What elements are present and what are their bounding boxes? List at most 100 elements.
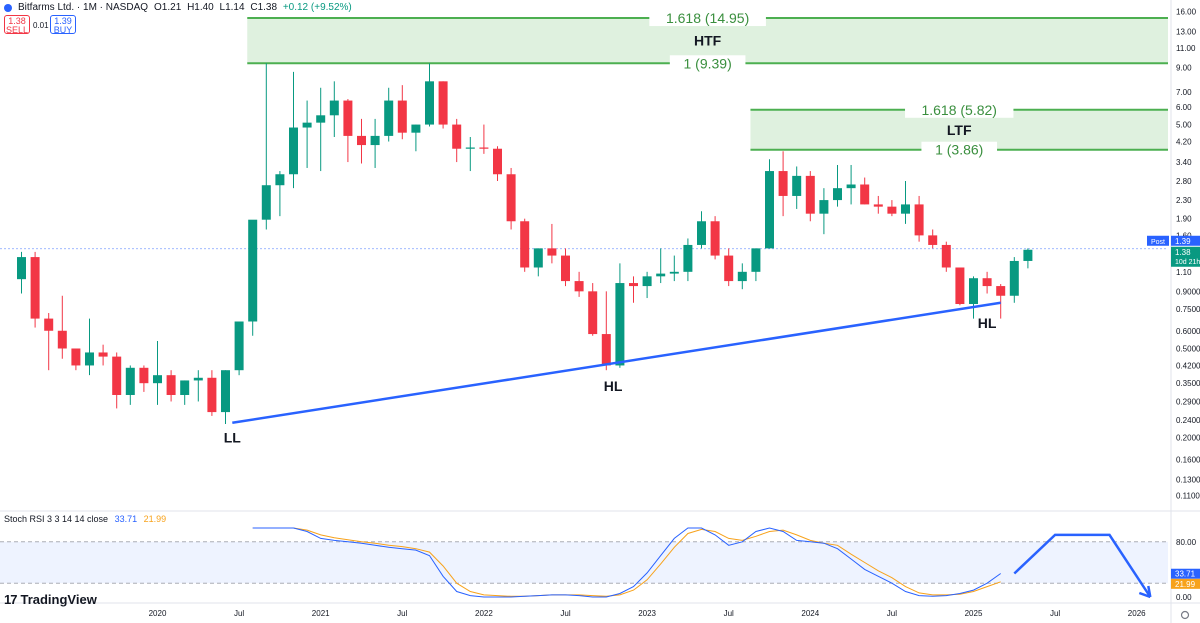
- candle-body-down: [887, 206, 897, 214]
- time-tick-label: Jul: [560, 609, 570, 618]
- swing-label: HL: [604, 378, 623, 394]
- buy-button[interactable]: 1.39 BUY: [50, 15, 76, 35]
- candle-body-down: [438, 81, 448, 125]
- candle-body-down: [506, 174, 516, 222]
- price-tick-label: 2.80: [1176, 177, 1192, 186]
- price-tick-label: 0.2000: [1176, 434, 1200, 443]
- price-tick-label: 0.1300: [1176, 475, 1200, 484]
- price-tick-label: 0.5000: [1176, 344, 1200, 353]
- swing-label: HL: [978, 315, 997, 331]
- settings-gear-icon[interactable]: [1180, 610, 1190, 620]
- price-axis: 16.00 13.00 11.00 9.00 7.00 6.00 5.00 4.20 3.40 2…: [1147, 7, 1200, 602]
- candle-body-down: [479, 147, 489, 149]
- candle-body-down: [629, 283, 638, 287]
- candle-body-down: [724, 255, 734, 282]
- price-tick-label: 0.4200: [1176, 361, 1200, 370]
- candle-body-up: [248, 219, 258, 322]
- post-tag-label: Post: [1151, 239, 1165, 246]
- stoch-rsi-forecast-arrowhead: [1138, 585, 1152, 599]
- stoch-rsi-forecast-path: [1013, 533, 1152, 598]
- price-tick-label: 7.00: [1176, 88, 1192, 97]
- current-price-label: 1.38: [1175, 248, 1191, 257]
- price-tick-label: 0.1600: [1176, 455, 1200, 464]
- candle-body-up: [370, 135, 380, 146]
- candle-body-up: [316, 115, 326, 123]
- candle-countdown-label: 10d 21h: [1175, 259, 1200, 266]
- price-tick-label: 13.00: [1176, 28, 1197, 37]
- sell-label: SELL: [5, 25, 29, 35]
- post-price-label: 1.39: [1175, 237, 1191, 246]
- symbol-logo-icon: [4, 3, 12, 12]
- candle-body-down: [57, 330, 67, 349]
- candle-body-up: [683, 244, 693, 272]
- support-trendline: [232, 301, 1001, 424]
- candle-body-up: [737, 271, 747, 282]
- candle-body-up: [234, 321, 244, 371]
- stoch-rsi-tick-label: 0.00: [1176, 593, 1192, 602]
- candle-body-down: [955, 267, 965, 305]
- stoch-rsi-k-value: 33.71: [114, 514, 138, 524]
- price-tick-label: 6.00: [1176, 103, 1192, 112]
- htf-level-label-bg: [669, 55, 746, 72]
- candle-body-up: [751, 248, 761, 272]
- ltf-level-label: 1.618 (5.82): [921, 102, 997, 118]
- stoch-rsi-d-value: 21.99: [143, 514, 167, 524]
- stoch-rsi-k-tag: [1171, 568, 1200, 579]
- candle-body-down: [44, 318, 54, 331]
- price-tick-label: 1.10: [1176, 268, 1192, 277]
- htf-level-label: 1 (9.39): [684, 55, 732, 71]
- stoch-rsi-d-line: [252, 527, 1001, 597]
- candle-body-down: [166, 375, 176, 395]
- time-tick-label: Jul: [887, 609, 897, 618]
- candle-body-up: [765, 171, 774, 249]
- candle-body-up: [819, 200, 829, 214]
- ohlc-low: L1.14: [219, 2, 245, 13]
- candle-body-down: [941, 244, 951, 268]
- candle-body-down: [982, 278, 992, 287]
- candle-body-down: [98, 352, 108, 357]
- ltf-zone-label: LTF: [947, 122, 972, 138]
- time-tick-label: 2024: [801, 609, 819, 618]
- time-tick-label: Jul: [724, 609, 734, 618]
- candle-body-up: [969, 278, 978, 305]
- ohlc-high: H1.40: [187, 2, 214, 13]
- candle-body-up: [125, 367, 135, 395]
- candle-body-down: [928, 235, 938, 245]
- price-tick-label: 0.3500: [1176, 379, 1200, 388]
- candle-body-down: [207, 377, 217, 413]
- time-tick-label: 2020: [149, 609, 167, 618]
- buy-price: 1.39: [54, 16, 72, 26]
- tradingview-mark-icon: 17: [4, 592, 18, 607]
- candle-body-up: [153, 375, 162, 384]
- candle-body-up: [425, 81, 434, 125]
- candle-body-up: [17, 257, 26, 280]
- price-tick-label: 1.90: [1176, 215, 1192, 224]
- stoch-rsi-d-tag: [1171, 578, 1200, 589]
- price-tick-label: 0.2400: [1176, 416, 1200, 425]
- candle-body-down: [996, 286, 1006, 296]
- price-tick-label: 11.00: [1176, 44, 1196, 53]
- stoch-rsi-k-line: [252, 527, 1001, 598]
- candle-body-up: [302, 122, 312, 128]
- tradingview-logo[interactable]: 17 TradingView: [4, 592, 97, 607]
- candle-body-up: [642, 276, 652, 287]
- swing-label: LL: [224, 430, 242, 446]
- candle-body-down: [778, 171, 788, 196]
- time-axis: 2020 Jul 2021 Jul 2022 Jul 2023 Jul 2024 Jul 2025 J…: [149, 609, 1147, 618]
- ltf-level-label: 1 (3.86): [935, 142, 983, 158]
- sell-button[interactable]: 1.38 SELL: [4, 15, 30, 35]
- ohlc-values: O1.21 H1.40 L1.14 C1.38 +0.12 (+9.52%): [154, 2, 355, 13]
- candle-body-down: [561, 255, 570, 282]
- candle-body-up: [180, 380, 190, 395]
- candle-body-down: [873, 204, 883, 207]
- time-tick-label: 2026: [1128, 609, 1146, 618]
- stoch-rsi-header[interactable]: Stoch RSI 3 3 14 14 close 33.71 21.99: [4, 514, 166, 524]
- price-tick-label: 0.9000: [1176, 287, 1200, 296]
- stoch-rsi-d-tag-label: 21.99: [1175, 580, 1196, 589]
- candle-body-down: [710, 221, 720, 256]
- current-price-tag: [1171, 246, 1200, 267]
- time-tick-label: Jul: [234, 609, 244, 618]
- symbol-title[interactable]: Bitfarms Ltd. · 1M · NASDAQ: [18, 2, 149, 13]
